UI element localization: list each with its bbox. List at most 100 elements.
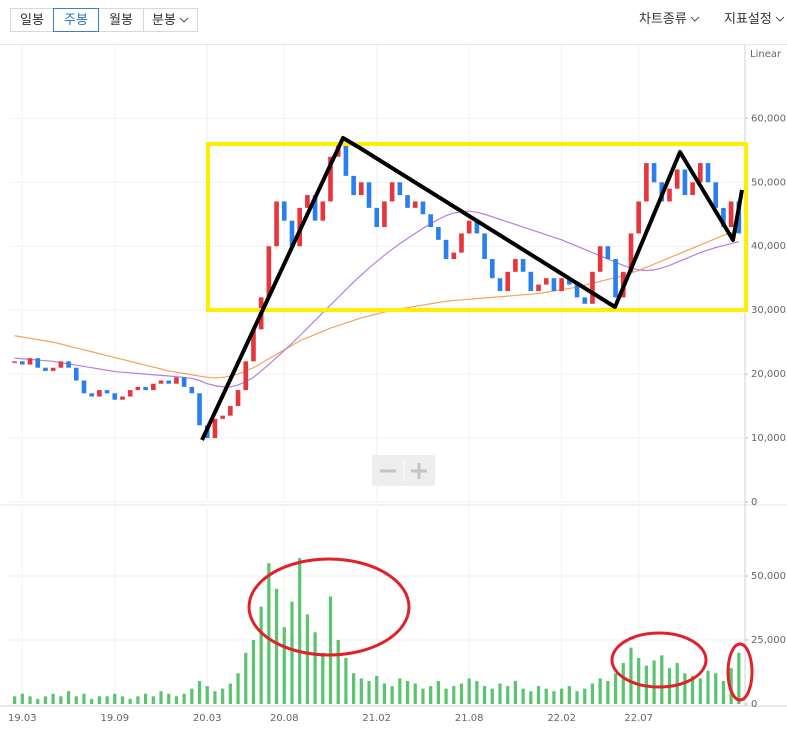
volume-bar: [490, 688, 494, 704]
chevron: [179, 17, 189, 23]
volume-bar: [244, 652, 248, 704]
toolbar: 일봉 주봉 월봉 분봉 차트종류 지표설정: [0, 0, 787, 45]
chevron-icon: [179, 17, 189, 23]
candle: [674, 169, 680, 189]
candle: [97, 390, 102, 397]
volume-bar: [452, 686, 456, 704]
volume-bar: [267, 563, 271, 704]
candle: [705, 163, 711, 183]
volume-bar: [59, 696, 63, 704]
period-button[interactable]: 일봉: [10, 8, 54, 32]
volume-bar: [28, 696, 32, 704]
candle: [528, 271, 534, 291]
candle: [20, 361, 25, 365]
volume-bar: [143, 693, 148, 704]
volume-bar: [737, 652, 741, 704]
volume-bar: [236, 673, 240, 704]
candle: [189, 386, 195, 394]
candle: [628, 233, 634, 272]
candle: [644, 163, 649, 202]
candle: [320, 201, 326, 221]
volume-bar: [151, 696, 155, 704]
candle: [574, 284, 580, 298]
scale-label: Linear: [750, 49, 782, 60]
candle: [451, 252, 457, 260]
candle: [73, 367, 79, 381]
volume-bar: [475, 680, 479, 704]
candle: [351, 175, 356, 196]
volume-bar: [105, 696, 109, 704]
candle: [482, 233, 487, 260]
menu-button[interactable]: 차트종류: [639, 8, 700, 32]
candle: [667, 188, 672, 202]
volume-bar: [259, 606, 263, 704]
candle: [81, 380, 87, 394]
chevron: [690, 16, 700, 22]
volume-bar: [444, 688, 448, 704]
period-button-label: 월봉: [109, 13, 133, 28]
volume-bar: [274, 588, 279, 704]
volume-bar: [74, 696, 78, 704]
volume-bar: [120, 696, 125, 704]
volume-bar: [375, 675, 379, 704]
volume-bar: [51, 693, 55, 704]
moving-average-line: [14, 229, 740, 379]
volume-bar: [660, 655, 664, 704]
menu-button[interactable]: 지표설정: [724, 8, 785, 32]
volume-bar: [429, 686, 433, 704]
volume-bar: [282, 627, 286, 704]
period-button[interactable]: 주봉: [53, 8, 99, 32]
candle: [35, 358, 41, 368]
x-tick-label: 19.09: [100, 713, 129, 724]
volume-bar: [197, 680, 202, 704]
candle: [721, 207, 726, 228]
volume-bar: [321, 652, 325, 704]
candle: [590, 271, 595, 304]
candle: [66, 361, 71, 368]
volume-bar: [621, 663, 625, 704]
y-tick-label: 20,000: [751, 369, 786, 380]
circle-annotation: [247, 557, 411, 657]
volume-bar: [213, 691, 217, 704]
volume-bar: [721, 680, 726, 704]
volume-bar: [590, 683, 595, 704]
y-tick-label: 40,000: [751, 241, 786, 252]
volume-bar: [390, 686, 394, 704]
candle: [690, 182, 695, 196]
zoom-control[interactable]: [372, 455, 435, 486]
candle: [567, 278, 572, 285]
menu-button-label: 차트종류: [639, 12, 687, 27]
volume-bar: [467, 678, 471, 704]
candle: [112, 393, 118, 400]
volume-bar: [313, 632, 317, 704]
candle: [197, 393, 202, 426]
volume-bar: [359, 678, 363, 704]
y-tick-label: 25,000,000: [751, 635, 787, 646]
volume-bar: [552, 691, 556, 704]
candle: [636, 201, 641, 234]
volume-bar: [298, 558, 302, 704]
candle: [289, 220, 295, 247]
candle: [281, 201, 287, 221]
candle: [251, 329, 256, 362]
x-tick-label: 21.02: [362, 713, 391, 724]
chevron-icon: [775, 16, 785, 22]
period-button[interactable]: 분봉: [143, 8, 198, 32]
volume-bar: [328, 596, 333, 704]
candle: [582, 297, 588, 304]
volume-bar: [344, 657, 348, 704]
volume-bar: [405, 680, 410, 704]
candle: [305, 195, 310, 208]
volume-bar: [174, 696, 179, 704]
volume-bar: [498, 683, 502, 704]
candle: [459, 233, 464, 253]
volume-bar: [113, 693, 117, 704]
volume-bar: [698, 678, 702, 704]
candle: [466, 220, 472, 234]
volume-bar: [482, 686, 487, 704]
volume-bar: [228, 683, 232, 704]
candle: [605, 246, 611, 260]
volume-bar: [336, 640, 340, 704]
